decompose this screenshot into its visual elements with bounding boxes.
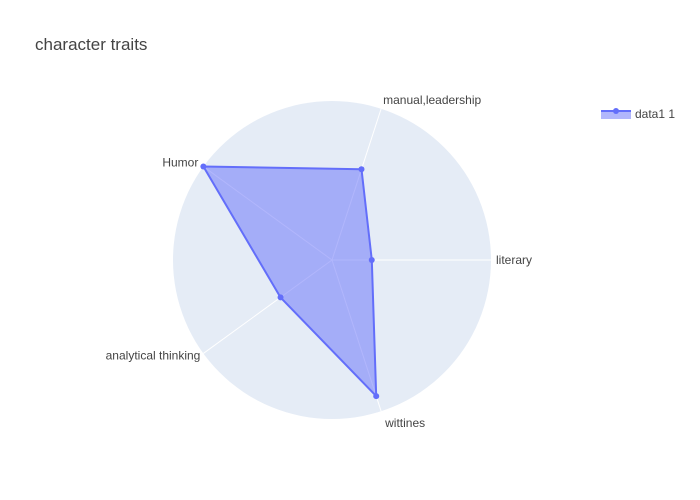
legend-swatch <box>601 111 631 119</box>
axis-label-4: wittines <box>384 416 425 430</box>
data-point-1[interactable] <box>358 166 365 173</box>
chart-title: character traits <box>35 35 147 54</box>
axis-label-1: manual,leadership <box>383 93 481 107</box>
axis-label-0: literary <box>496 253 532 267</box>
legend-marker <box>613 108 619 114</box>
legend-label: data1 1 <box>635 107 675 121</box>
legend[interactable]: data1 1 <box>601 107 675 121</box>
axis-labels: literary manual,leadership Humor analytical… <box>106 93 532 430</box>
series-area-data1-1 <box>202 165 378 398</box>
data-point-3[interactable] <box>277 294 284 301</box>
data-point-4[interactable] <box>373 393 380 400</box>
series-points <box>200 163 380 400</box>
axis-label-2: Humor <box>162 156 198 170</box>
data-point-0[interactable] <box>368 257 375 263</box>
axis-label-3: analytical thinking <box>106 348 201 362</box>
data-point-2[interactable] <box>200 163 207 170</box>
